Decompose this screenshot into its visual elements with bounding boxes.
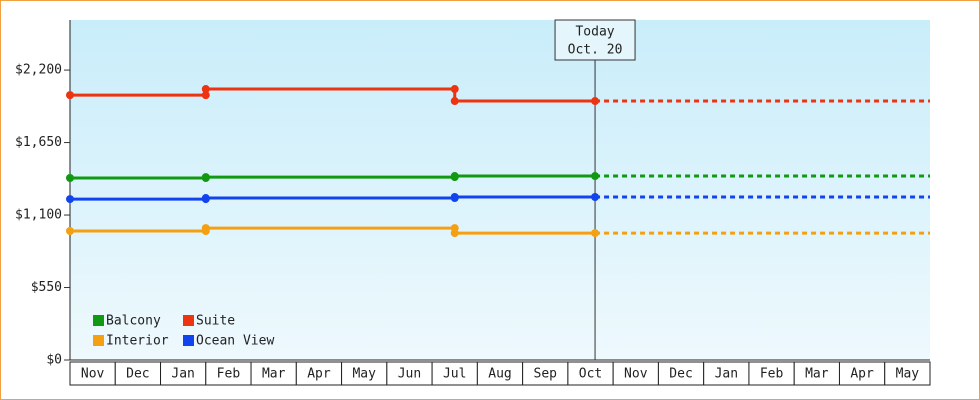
today-box: [554, 19, 636, 61]
x-tick-label: Dec: [126, 367, 149, 382]
point: [450, 172, 459, 181]
point: [201, 85, 210, 94]
x-tick-label: Aug: [488, 367, 511, 382]
legend-label: Interior: [106, 334, 169, 349]
point: [66, 174, 74, 183]
x-tick-label: Jan: [715, 367, 738, 382]
y-tick-label: $0: [46, 353, 62, 368]
legend-swatch: [93, 335, 104, 346]
today-label: Today: [575, 25, 614, 40]
series-line: [70, 87, 596, 103]
y-tick-label: $2,200: [15, 63, 62, 78]
point: [66, 91, 74, 100]
point: [450, 85, 459, 94]
x-tick-label: Mar: [805, 367, 829, 382]
x-tick-label: May: [352, 367, 376, 382]
x-tick-label: Nov: [81, 367, 105, 382]
point: [450, 192, 459, 201]
legend-label: Ocean View: [196, 334, 274, 349]
point: [591, 229, 600, 238]
x-tick-label: May: [896, 367, 920, 382]
legend-swatch: [93, 315, 104, 326]
legend-swatch: [183, 335, 194, 346]
plot-area: [70, 20, 930, 360]
point: [201, 91, 210, 100]
x-tick-label: Mar: [262, 367, 286, 382]
x-tick-label: Apr: [307, 367, 331, 382]
legend-label: Suite: [196, 314, 235, 329]
point: [450, 97, 459, 106]
legend-swatch: [183, 315, 194, 326]
x-tick-label: Jun: [398, 367, 421, 382]
x-tick-label: Jul: [443, 367, 466, 382]
x-tick-label: Feb: [760, 367, 784, 382]
point: [450, 229, 459, 238]
series-line: [70, 195, 596, 201]
point: [591, 97, 600, 106]
point: [66, 226, 74, 235]
x-tick-box: [884, 361, 931, 386]
x-tick-label: Sep: [534, 367, 558, 382]
point: [201, 173, 210, 182]
y-tick-label: $550: [31, 280, 62, 295]
x-tick-label: Jan: [171, 367, 194, 382]
point: [201, 224, 210, 233]
x-tick-label: Dec: [669, 367, 692, 382]
point: [591, 172, 600, 181]
legend-label: Balcony: [106, 314, 161, 329]
y-tick-label: $1,650: [15, 135, 62, 150]
point: [591, 192, 600, 201]
point: [201, 194, 210, 203]
x-tick-label: Apr: [850, 367, 874, 382]
x-tick-label: Nov: [624, 367, 648, 382]
x-tick-label: Feb: [217, 367, 241, 382]
series-line: [70, 226, 596, 235]
series-line: [70, 174, 596, 180]
y-tick-label: $1,100: [15, 208, 62, 223]
x-tick-label: Oct: [579, 367, 602, 382]
point: [66, 195, 74, 204]
today-label: Oct. 20: [568, 43, 623, 58]
